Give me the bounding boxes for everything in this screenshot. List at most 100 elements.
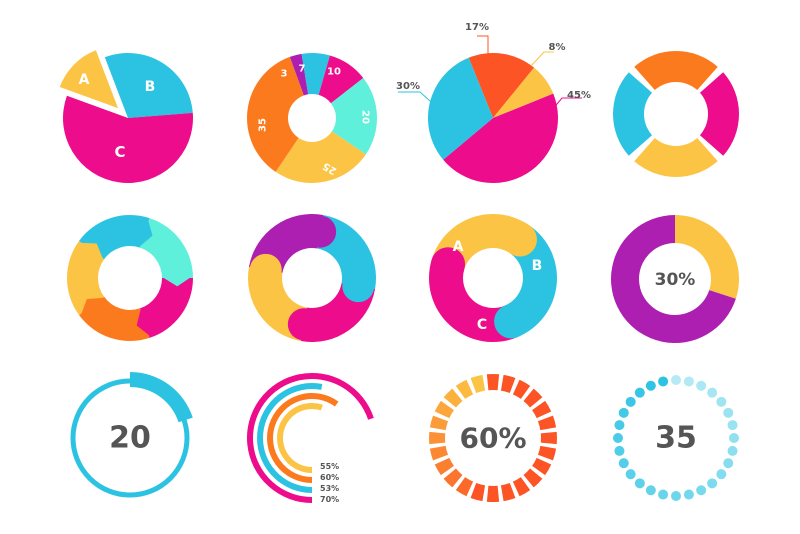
dots-35-dot-9 — [727, 445, 738, 456]
arcs-legend-arc-1 — [247, 373, 374, 503]
dots-35-dot-4 — [707, 387, 718, 398]
donut-abc-label-b: B — [532, 258, 543, 274]
ring-20-center-label: 20 — [109, 421, 151, 456]
dots-35-dot-7 — [727, 420, 738, 431]
ticks-60-tick-3 — [512, 379, 531, 399]
pie-percent-leader-17 — [477, 35, 489, 62]
donut-segmented-slice-2 — [699, 72, 739, 156]
donut-labeled-label-3: 3 — [281, 69, 288, 80]
ticks-60-tick-22 — [443, 388, 463, 408]
dots-35-dot-19 — [625, 469, 636, 480]
donut-labeled-slice-20 — [330, 77, 377, 155]
donut-abc-label-c: C — [477, 317, 487, 333]
ticks-60-tick-2 — [500, 374, 516, 394]
donut-arrows-arrow-tip-2 — [136, 308, 152, 338]
ticks-60-tick-12 — [500, 482, 516, 502]
dots-35-dot-17 — [645, 485, 656, 496]
dots-35-dot-26 — [634, 387, 645, 398]
pie-percent-leader-8 — [530, 51, 554, 67]
pie-percent-slice-17 — [468, 52, 535, 119]
pie-abc-label-a: A — [79, 72, 90, 88]
dots-35-dot-14 — [683, 489, 694, 500]
donut-arrows-slice-2 — [139, 278, 194, 338]
arcs-legend-arc-4 — [277, 403, 323, 473]
donut-abc-label-a: A — [453, 239, 464, 255]
ticks-60-tick-9 — [532, 457, 552, 476]
ticks-60-tick-16 — [443, 468, 463, 488]
donut-labeled-slice-7 — [301, 53, 330, 95]
chart-donut-30: 30% — [610, 215, 739, 343]
ticks-60-tick-13 — [486, 485, 500, 502]
chart-dots-35: 35 — [613, 375, 739, 501]
donut-arrows-slice-4 — [67, 240, 105, 316]
ticks-60-tick-20 — [429, 415, 449, 431]
chart-pie-percent: 17% 8% 45% 30% — [396, 22, 591, 184]
donut-abc-bulge-c — [431, 247, 466, 282]
dots-35-dot-12 — [707, 478, 718, 489]
dots-35-dot-25 — [625, 396, 636, 407]
donut-arrows-slice-3 — [79, 296, 150, 342]
ticks-60-tick-7 — [540, 431, 558, 445]
chart-ring-20: 20 — [70, 372, 193, 498]
dots-35-dot-27 — [645, 380, 656, 391]
arcs-legend-arc-3 — [267, 393, 339, 483]
donut-segmented-slice-1 — [634, 51, 718, 91]
dots-35-dot-28 — [658, 376, 669, 387]
dots-35-dot-8 — [729, 433, 739, 443]
ticks-60-tick-19 — [429, 431, 446, 445]
dots-35-dot-15 — [671, 491, 681, 501]
dots-35-dot-11 — [716, 469, 727, 480]
chart-donut-segmented — [613, 51, 739, 177]
dots-35-dot-5 — [716, 396, 727, 407]
dots-35-dot-1 — [671, 375, 681, 385]
pie-abc-label-b: B — [145, 79, 156, 95]
donut-wavy-wave-lobe-1 — [342, 270, 375, 303]
pie-percent-slice-30 — [428, 57, 493, 160]
pie-abc-slice-b — [104, 53, 193, 118]
donut-labeled-slice-25 — [275, 131, 366, 183]
ticks-60-tick-18 — [429, 445, 449, 461]
donut-segmented-slice-4 — [613, 72, 653, 156]
donut-wavy-wave-lobe-2 — [287, 308, 320, 341]
pie-percent-label-17: 17% — [465, 22, 489, 33]
dots-35-dot-13 — [696, 485, 707, 496]
pie-abc-slice-c — [63, 95, 194, 183]
ticks-60-tick-23 — [455, 379, 474, 399]
arcs-legend-label-2: 60% — [320, 473, 339, 482]
pie-percent-slice-8 — [493, 67, 554, 118]
pie-percent-label-45: 45% — [567, 90, 591, 101]
donut-30-slice-2 — [610, 215, 736, 343]
pie-percent-leader-30 — [398, 91, 441, 111]
chart-donut-arrows — [67, 215, 194, 342]
donut-wavy-wave-lobe-4 — [304, 215, 337, 248]
ticks-60-tick-5 — [532, 400, 552, 419]
arcs-legend-label-1: 55% — [320, 462, 339, 471]
dots-35-dot-2 — [683, 376, 694, 387]
ticks-60-tick-4 — [523, 388, 543, 408]
arcs-legend-arc-2 — [257, 383, 323, 493]
dots-35-dot-16 — [658, 489, 669, 500]
dots-35-dot-18 — [634, 478, 645, 489]
dots-35-center-label: 35 — [655, 421, 697, 456]
chart-arcs-legend: 55% 60% 53% 70% — [247, 373, 374, 504]
dots-35-dot-24 — [618, 407, 629, 418]
donut-labeled-slice-3 — [289, 53, 309, 96]
ticks-60-tick-11 — [512, 477, 531, 497]
ticks-60-tick-8 — [537, 445, 557, 461]
dots-35-dot-21 — [614, 445, 625, 456]
donut-abc-bulge-a — [502, 222, 537, 257]
donut-labeled-label-20: 20 — [360, 110, 371, 124]
ring-20-progress-arc — [130, 372, 193, 423]
donut-30-center-label: 30% — [655, 270, 696, 290]
dots-35-dot-3 — [696, 380, 707, 391]
ticks-60-tick-21 — [434, 400, 454, 419]
ticks-60-tick-15 — [455, 477, 474, 497]
ticks-60-center-label: 60% — [459, 422, 526, 455]
pie-percent-label-30: 30% — [396, 81, 420, 92]
arcs-legend-label-3: 53% — [320, 484, 339, 493]
pie-percent-leader-45 — [551, 97, 582, 111]
chart-donut-labeled: 3 7 10 20 25 35 — [247, 53, 377, 183]
dots-35-dot-10 — [723, 458, 734, 469]
donut-labeled-label-35: 35 — [258, 118, 269, 132]
